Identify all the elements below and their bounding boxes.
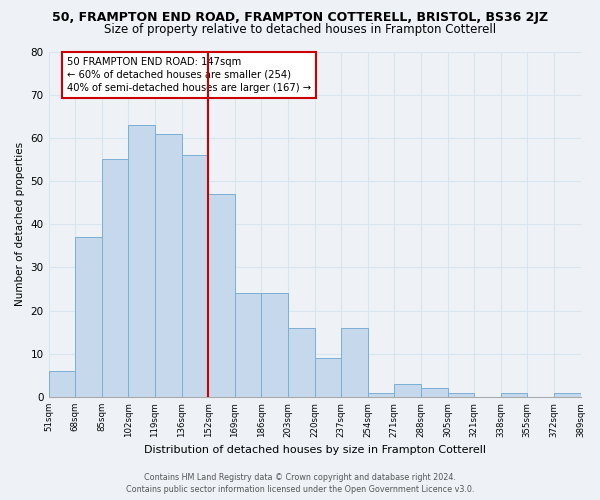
Text: 50, FRAMPTON END ROAD, FRAMPTON COTTERELL, BRISTOL, BS36 2JZ: 50, FRAMPTON END ROAD, FRAMPTON COTTEREL… — [52, 11, 548, 24]
Bar — [128, 125, 155, 397]
Bar — [102, 160, 128, 397]
Y-axis label: Number of detached properties: Number of detached properties — [15, 142, 25, 306]
Bar — [155, 134, 182, 397]
Bar — [49, 371, 75, 397]
Bar — [448, 392, 474, 397]
Bar — [368, 392, 394, 397]
Bar — [394, 384, 421, 397]
Bar — [235, 294, 262, 397]
X-axis label: Distribution of detached houses by size in Frampton Cotterell: Distribution of detached houses by size … — [143, 445, 485, 455]
Bar — [501, 392, 527, 397]
Bar — [182, 155, 208, 397]
Text: 50 FRAMPTON END ROAD: 147sqm
← 60% of detached houses are smaller (254)
40% of s: 50 FRAMPTON END ROAD: 147sqm ← 60% of de… — [67, 56, 311, 93]
Bar — [288, 328, 314, 397]
Bar — [208, 194, 235, 397]
Text: Size of property relative to detached houses in Frampton Cotterell: Size of property relative to detached ho… — [104, 22, 496, 36]
Bar — [421, 388, 448, 397]
Bar — [262, 294, 288, 397]
Bar — [341, 328, 368, 397]
Bar — [314, 358, 341, 397]
Bar — [554, 392, 581, 397]
Bar — [75, 237, 102, 397]
Text: Contains HM Land Registry data © Crown copyright and database right 2024.
Contai: Contains HM Land Registry data © Crown c… — [126, 472, 474, 494]
